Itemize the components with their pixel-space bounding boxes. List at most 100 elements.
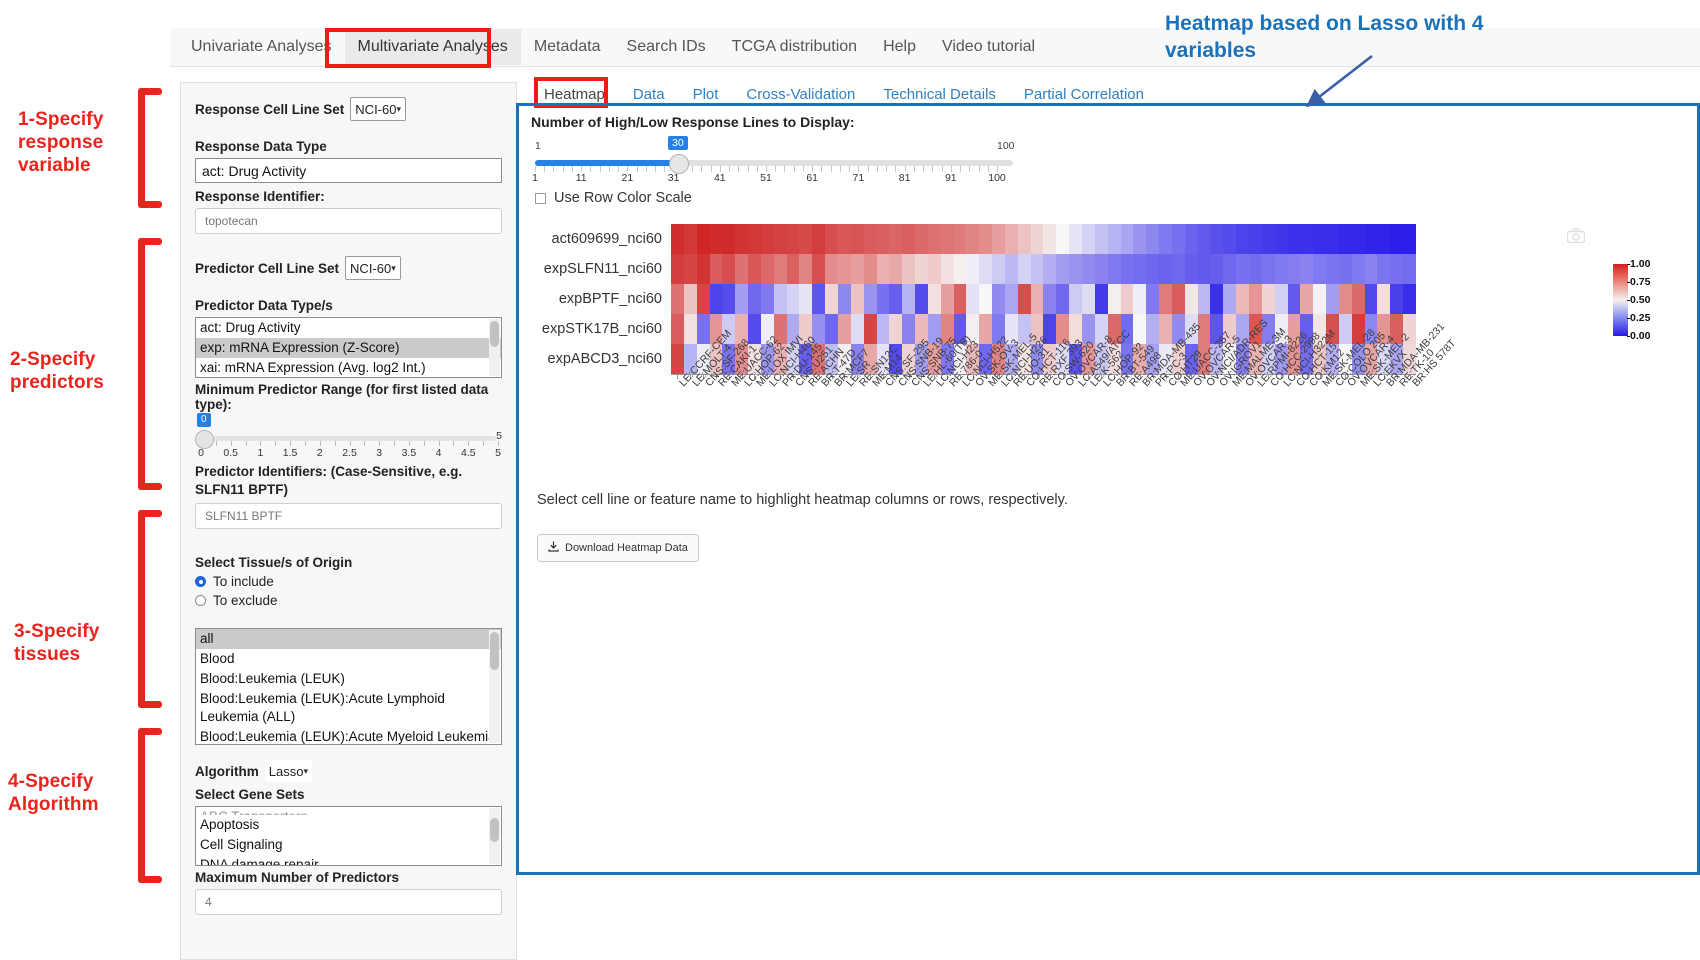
heatmap-cell[interactable] bbox=[1390, 314, 1404, 344]
heatmap-cell[interactable] bbox=[812, 254, 826, 284]
heatmap-cell[interactable] bbox=[1146, 224, 1160, 254]
heatmap-cell[interactable] bbox=[1210, 344, 1224, 374]
radio-exclude-icon[interactable] bbox=[195, 595, 206, 607]
heatmap-cell[interactable] bbox=[1133, 344, 1147, 374]
heatmap-cell[interactable] bbox=[1120, 314, 1134, 344]
nav-item-search-ids[interactable]: Search IDs bbox=[626, 38, 706, 55]
heatmap-cell[interactable] bbox=[1236, 284, 1249, 314]
heatmap-cell[interactable] bbox=[760, 314, 774, 344]
heatmap-cell[interactable] bbox=[1094, 224, 1108, 254]
heatmap-cell[interactable] bbox=[1069, 284, 1082, 314]
heatmap-cell[interactable] bbox=[1377, 254, 1391, 284]
heatmap-cell[interactable] bbox=[748, 224, 761, 254]
heatmap-cell[interactable] bbox=[671, 254, 684, 284]
heatmap-cell[interactable] bbox=[1313, 314, 1327, 344]
heatmap-cell[interactable] bbox=[1094, 254, 1108, 284]
heatmap-cell[interactable] bbox=[786, 254, 800, 284]
heatmap-cell[interactable] bbox=[760, 254, 774, 284]
heatmap-cell[interactable] bbox=[1056, 344, 1070, 374]
tab-partial-correlation[interactable]: Partial Correlation bbox=[1023, 85, 1144, 103]
heatmap-row-label[interactable]: act609699_nci60 bbox=[551, 231, 662, 247]
heatmap-cell[interactable] bbox=[1171, 284, 1185, 314]
heatmap-cell[interactable] bbox=[1107, 314, 1121, 344]
heatmap-cell[interactable] bbox=[902, 224, 916, 254]
heatmap-cell[interactable] bbox=[992, 284, 1005, 314]
heatmap-cell[interactable] bbox=[1377, 344, 1391, 374]
heatmap-cell[interactable] bbox=[1274, 314, 1288, 344]
heatmap-cell[interactable] bbox=[748, 314, 761, 344]
heatmap-cell[interactable] bbox=[1403, 224, 1416, 254]
heatmap-cell[interactable] bbox=[1313, 284, 1327, 314]
heatmap-cell[interactable] bbox=[1120, 224, 1134, 254]
heatmap-cell[interactable] bbox=[1094, 284, 1108, 314]
heatmap-cell[interactable] bbox=[915, 344, 928, 374]
heatmap-cell[interactable] bbox=[979, 254, 993, 284]
heatmap-cell[interactable] bbox=[1120, 254, 1134, 284]
list-item[interactable]: Cell Signaling bbox=[200, 837, 283, 853]
heatmap-cell[interactable] bbox=[1210, 224, 1224, 254]
heatmap-cell[interactable] bbox=[863, 314, 877, 344]
heatmap-cell[interactable] bbox=[1326, 344, 1339, 374]
heatmap-cell[interactable] bbox=[1248, 224, 1262, 254]
tissue-listbox[interactable]: all Blood Blood:Leukemia (LEUK) Blood:Leuke… bbox=[195, 628, 502, 746]
heatmap-cell[interactable] bbox=[902, 344, 916, 374]
heatmap-cell[interactable] bbox=[748, 254, 761, 284]
heatmap-cell[interactable] bbox=[1403, 314, 1416, 344]
heatmap-cell[interactable] bbox=[850, 284, 864, 314]
heatmap-cell[interactable] bbox=[966, 254, 980, 284]
nav-item-video-tutorial[interactable]: Video tutorial bbox=[941, 38, 1036, 55]
heatmap-cell[interactable] bbox=[709, 284, 723, 314]
heatmap-cell[interactable] bbox=[1313, 344, 1327, 374]
heatmap-cell[interactable] bbox=[1159, 224, 1172, 254]
heatmap-cell[interactable] bbox=[735, 344, 749, 374]
heatmap-cell[interactable] bbox=[992, 224, 1005, 254]
heatmap-cell[interactable] bbox=[1403, 284, 1416, 314]
gene-sets-listbox[interactable]: ABC Transporters Apoptosis Cell Signaling D… bbox=[195, 806, 502, 867]
heatmap-cell[interactable] bbox=[1056, 254, 1070, 284]
min-predictor-range-slider[interactable]: 0 5 0 0.5 1 1.5 2 2.5 3 3.5 4 4.5 5 bbox=[195, 413, 502, 459]
heatmap-cell[interactable] bbox=[1364, 224, 1378, 254]
heatmap-cell[interactable] bbox=[812, 344, 826, 374]
heatmap-cell[interactable] bbox=[966, 224, 980, 254]
heatmap-cell[interactable] bbox=[1030, 314, 1044, 344]
heatmap-cell[interactable] bbox=[1043, 224, 1057, 254]
heatmap-cell[interactable] bbox=[825, 344, 838, 374]
heatmap-cell[interactable] bbox=[1146, 254, 1160, 284]
heatmap-cell[interactable] bbox=[876, 344, 890, 374]
heatmap-cell[interactable] bbox=[1236, 254, 1249, 284]
heatmap-cell[interactable] bbox=[1274, 284, 1288, 314]
heatmap-cell[interactable] bbox=[953, 224, 967, 254]
heatmap-cell[interactable] bbox=[671, 344, 684, 374]
heatmap-cell[interactable] bbox=[671, 224, 684, 254]
heatmap-cell[interactable] bbox=[1082, 284, 1095, 314]
heatmap-cell[interactable] bbox=[1197, 224, 1211, 254]
heatmap-cell[interactable] bbox=[1300, 344, 1314, 374]
tab-data[interactable]: Data bbox=[632, 85, 665, 103]
heatmap-cell[interactable] bbox=[837, 284, 851, 314]
heatmap-cell[interactable] bbox=[1004, 344, 1018, 374]
heatmap-cell[interactable] bbox=[1171, 344, 1185, 374]
heatmap-cell[interactable] bbox=[825, 284, 838, 314]
heatmap-cell[interactable] bbox=[1351, 344, 1365, 374]
heatmap-cell[interactable] bbox=[915, 314, 928, 344]
heatmap-cell[interactable] bbox=[915, 224, 928, 254]
heatmap-cell[interactable] bbox=[1248, 284, 1262, 314]
heatmap-cell[interactable] bbox=[773, 254, 787, 284]
nav-item-help[interactable]: Help bbox=[883, 38, 916, 55]
heatmap-cell[interactable] bbox=[953, 284, 967, 314]
heatmap-cell[interactable] bbox=[979, 344, 993, 374]
heatmap-cell[interactable] bbox=[1364, 254, 1378, 284]
heatmap-cell[interactable] bbox=[1069, 224, 1082, 254]
heatmap-cell[interactable] bbox=[1274, 254, 1288, 284]
response-identifier-input[interactable]: topotecan bbox=[195, 208, 502, 234]
heatmap-cell[interactable] bbox=[1043, 344, 1057, 374]
heatmap-cell[interactable] bbox=[863, 284, 877, 314]
heatmap-cell[interactable] bbox=[773, 284, 787, 314]
heatmap-cell[interactable] bbox=[1313, 224, 1327, 254]
row-color-scale-checkbox[interactable] bbox=[535, 192, 546, 204]
heatmap-cell[interactable] bbox=[876, 224, 890, 254]
heatmap-cell[interactable] bbox=[722, 284, 736, 314]
heatmap-cell[interactable] bbox=[1248, 314, 1262, 344]
heatmap-cell[interactable] bbox=[1017, 344, 1031, 374]
heatmap-cell[interactable] bbox=[799, 344, 813, 374]
